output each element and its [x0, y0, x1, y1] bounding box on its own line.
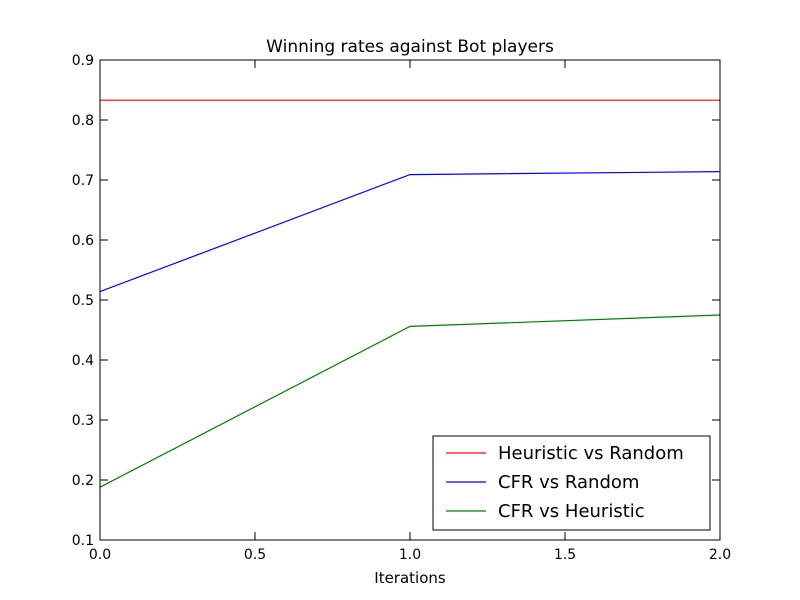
y-tick-label: 0.2: [72, 473, 94, 489]
y-tick-label: 0.9: [72, 53, 94, 69]
legend-box: [432, 435, 711, 531]
legend-label: Heuristic vs Random: [498, 443, 684, 464]
y-tick-label: 0.3: [72, 413, 94, 429]
series-layer: [99, 99, 721, 488]
y-tick-label: 0.7: [72, 173, 94, 189]
x-tick-label: 0.5: [244, 547, 266, 563]
legend-label: CFR vs Random: [498, 472, 639, 493]
x-tick-label: 2.0: [709, 547, 731, 563]
x-tick-label: 1.0: [399, 547, 421, 563]
legend: Heuristic vs Random CFR vs Random CFR vs H…: [432, 435, 711, 531]
series-line-3: [99, 314, 721, 488]
legend-label: CFR vs Heuristic: [498, 501, 645, 522]
x-tick-label: 0.0: [89, 547, 111, 563]
y-tick-label: 0.4: [72, 353, 94, 369]
y-tick-label: 0.1: [72, 533, 94, 549]
series-line-2: [99, 171, 721, 293]
chart-title: Winning rates against Bot players: [266, 37, 554, 57]
x-axis-label: Iterations: [374, 569, 446, 587]
ticks-layer: 0.0 0.5 1.0 1.5 2.0 0.1 0.2 0.3 0.4 0.5 0.6 0.7 0.8 0…: [72, 53, 731, 563]
y-tick-label: 0.6: [72, 233, 94, 249]
y-tick-label: 0.8: [72, 113, 94, 129]
y-tick-label: 0.5: [72, 293, 94, 309]
x-tick-label: 1.5: [554, 547, 576, 563]
